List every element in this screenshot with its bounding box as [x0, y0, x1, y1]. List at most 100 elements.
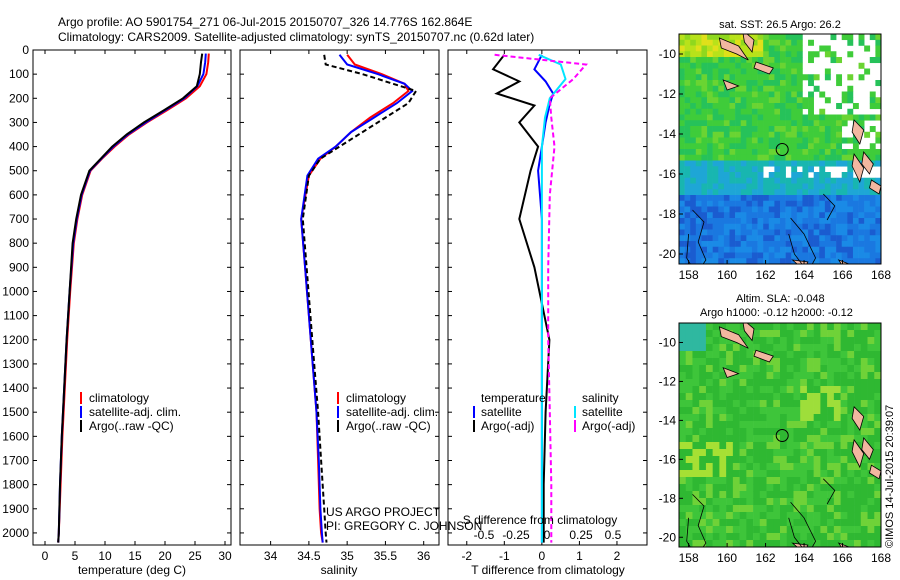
sst-cell — [824, 154, 831, 161]
sla-cell — [827, 358, 835, 366]
sst-cell — [875, 45, 881, 52]
sla-cell — [840, 470, 848, 478]
sla-cell — [746, 512, 754, 520]
sla-cell — [679, 491, 687, 499]
sst-cell — [751, 108, 758, 115]
sst-cell — [852, 212, 859, 219]
sst-cell — [695, 137, 702, 144]
sla-cell — [719, 358, 727, 366]
sst-cell — [824, 149, 831, 156]
sla-cell — [827, 470, 835, 478]
x-tick-label: 2 — [614, 549, 621, 563]
sst-cell — [679, 103, 685, 110]
sla-cell — [833, 477, 841, 485]
sla-cell — [712, 477, 720, 485]
sla-cell — [840, 414, 848, 422]
sla-cell — [813, 428, 821, 436]
sst-cell — [729, 223, 736, 230]
sla-cell — [820, 337, 828, 345]
sst-cell — [757, 252, 764, 259]
sst-cell — [740, 108, 747, 115]
salinity-ticks: 34 34.5 35 35.5 36 — [240, 49, 439, 563]
sst-cell — [813, 51, 820, 58]
sla-cell — [766, 449, 774, 457]
sla-cell — [786, 337, 794, 345]
sla-cell — [854, 512, 862, 520]
sla-cell — [759, 337, 767, 345]
sla-cell — [699, 421, 707, 429]
sst-cell — [684, 229, 691, 236]
sst-cell — [723, 172, 730, 179]
sst-cell — [847, 218, 854, 225]
sst-cell — [718, 160, 725, 167]
sla-cell — [705, 435, 713, 443]
sla-cell — [739, 365, 747, 373]
sst-cell — [841, 189, 848, 196]
sst-cell — [707, 218, 713, 225]
sst-cell — [774, 200, 781, 207]
sla-cell — [867, 498, 875, 506]
sst-cell — [819, 45, 826, 52]
sla-cell — [773, 463, 781, 471]
sla-cell — [833, 393, 841, 401]
legend-label-argo: Argo(..raw -QC) — [346, 419, 431, 433]
sst-cell — [684, 149, 691, 156]
sst-cell — [718, 108, 725, 115]
sst-cell — [824, 51, 831, 58]
sst-cell — [852, 246, 859, 253]
sst-cell — [824, 126, 831, 133]
sla-cell — [874, 519, 881, 527]
sla-cell — [860, 470, 868, 478]
sst-cell — [852, 177, 859, 184]
sla-cell — [854, 386, 862, 394]
sst-cell — [690, 154, 697, 161]
sst-cell — [757, 206, 764, 213]
sla-cell — [833, 428, 841, 436]
sla-cell — [739, 533, 747, 541]
sla-cell — [780, 428, 788, 436]
sst-cell — [830, 51, 837, 58]
sla-cell — [692, 540, 700, 547]
sst-cell — [746, 114, 753, 121]
sla-cell — [840, 456, 848, 464]
island-shape — [861, 436, 874, 461]
sla-cell — [840, 512, 848, 520]
sla-cell — [800, 337, 808, 345]
sst-cell — [836, 80, 843, 87]
sst-cell — [763, 131, 770, 138]
sst-cell — [847, 34, 854, 41]
sla-cell — [800, 456, 808, 464]
sst-cell — [858, 149, 865, 156]
sla-cell — [806, 484, 814, 492]
sst-cell — [796, 154, 803, 161]
y-tick-label: 700 — [9, 212, 29, 226]
sst-cell — [780, 195, 786, 202]
sst-cell — [735, 218, 742, 225]
y-tick-label: 900 — [9, 260, 29, 274]
sla-cell — [773, 519, 781, 527]
sst-cell — [684, 51, 691, 58]
sst-cell — [679, 206, 685, 213]
sst-cell — [684, 166, 691, 173]
sla-cell — [739, 519, 747, 527]
sla-cell — [786, 470, 794, 478]
sst-cell — [729, 229, 736, 236]
sst-cell — [830, 212, 837, 219]
sst-cell — [684, 252, 691, 259]
series-line-climatology — [300, 54, 410, 543]
sla-cell — [847, 519, 855, 527]
sla-cell — [867, 512, 875, 520]
sla-cell — [820, 540, 828, 547]
sst-cell — [836, 160, 843, 167]
sst-cell — [729, 258, 736, 264]
sla-cell — [732, 463, 740, 471]
sst-cell — [707, 108, 713, 115]
sst-cell — [858, 154, 865, 161]
temperature-xlabel: temperature (deg C) — [78, 563, 186, 577]
sst-cell — [718, 51, 725, 58]
sst-cell — [824, 206, 831, 213]
map-x-tick-label: 158 — [679, 268, 699, 282]
sla-cell — [786, 372, 794, 380]
sla-cell — [860, 386, 868, 394]
sst-cell — [785, 206, 792, 213]
